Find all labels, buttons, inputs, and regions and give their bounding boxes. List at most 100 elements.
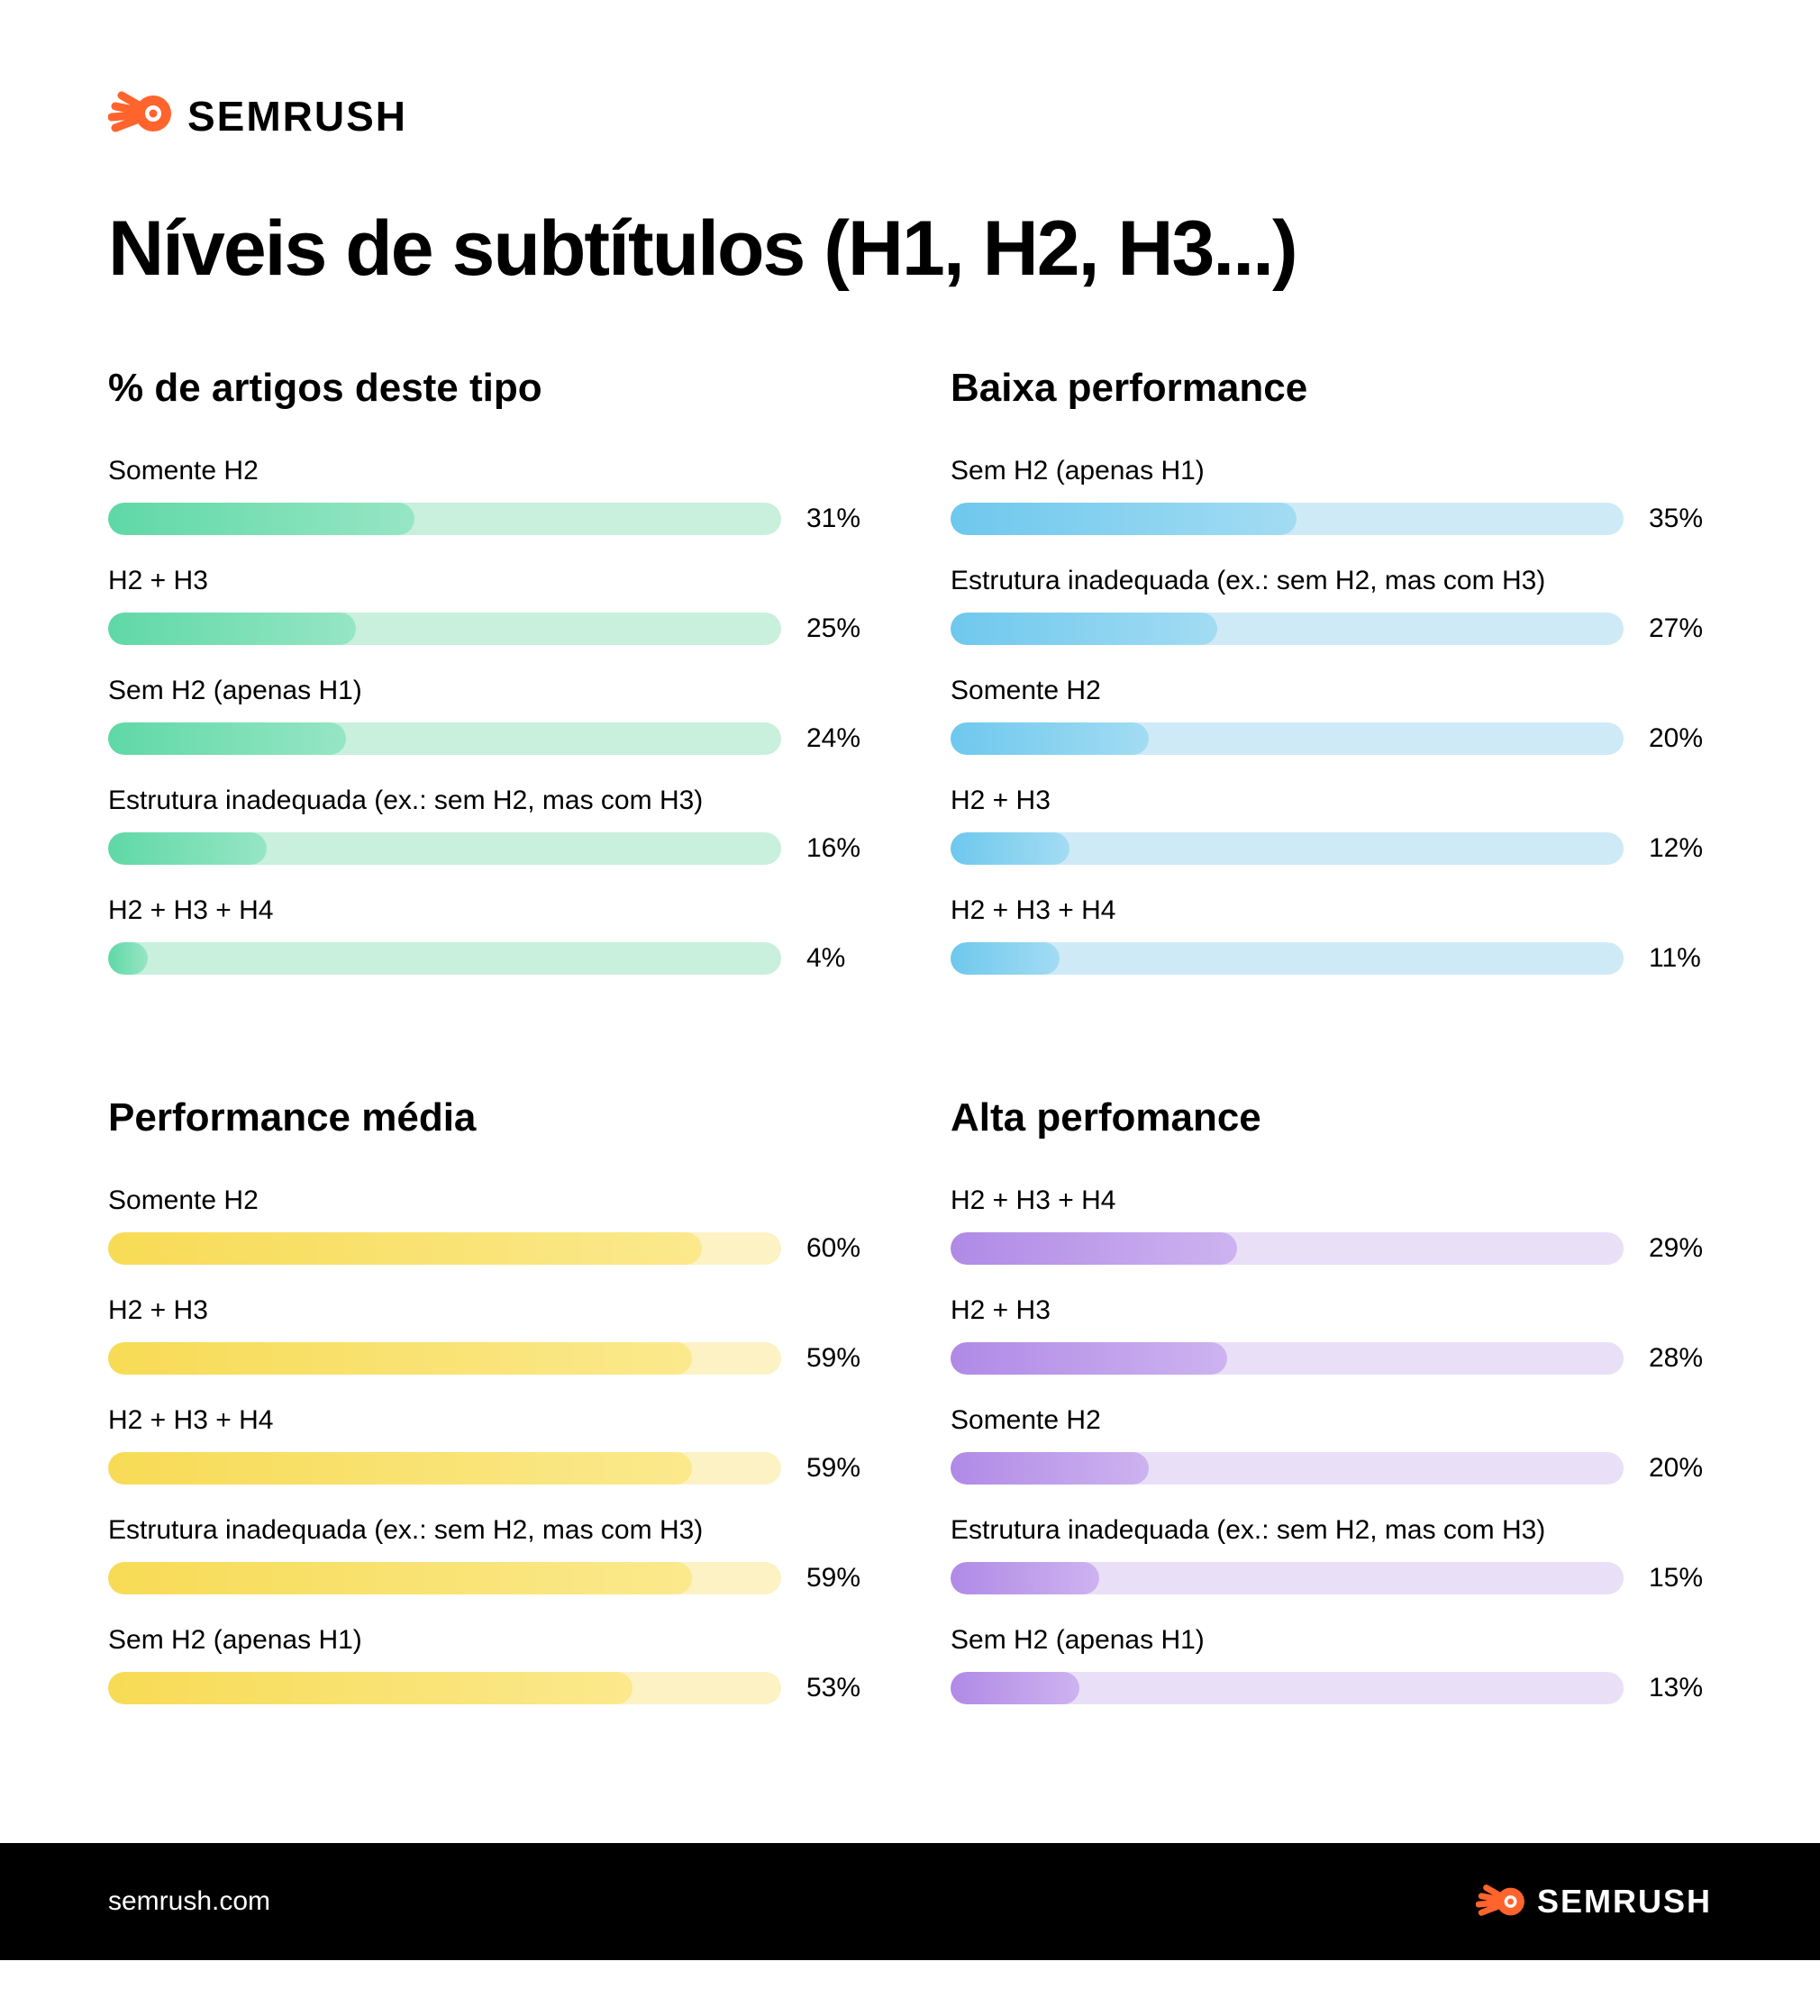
bar-fill: [108, 503, 414, 535]
bar-track: [951, 1562, 1624, 1594]
bar-label: Sem H2 (apenas H1): [108, 676, 869, 706]
bar-value: 4%: [806, 943, 869, 974]
bar-item: H2 + H3 + H429%: [951, 1185, 1712, 1265]
bar-item: Somente H260%: [108, 1185, 869, 1265]
chart-group: % de artigos deste tipoSomente H231%H2 +…: [108, 366, 869, 1005]
bar-label: H2 + H3: [108, 566, 869, 596]
bar-fill: [951, 1672, 1079, 1704]
bar-fill: [951, 832, 1069, 865]
bar-value: 11%: [1649, 943, 1712, 974]
bar-fill: [108, 1232, 702, 1265]
chart-group: Alta perfomance H2 + H3 + H429% H2 + H328%…: [951, 1095, 1712, 1735]
bar-label: Estrutura inadequada (ex.: sem H2, mas c…: [108, 1515, 869, 1546]
bar-track: [951, 1672, 1624, 1704]
chart-group: Baixa performanceSem H2 (apenas H1)35%Es…: [951, 366, 1712, 1005]
footer-brand-name: SEMRUSH: [1537, 1883, 1712, 1921]
bar-item: Somente H2 20%: [951, 676, 1712, 755]
bar-fill: [108, 722, 346, 755]
group-title: Performance média: [108, 1095, 869, 1140]
bar-value: 16%: [806, 833, 869, 864]
bar-track: [108, 832, 781, 865]
bar-track: [108, 722, 781, 755]
bar-row: 20%: [951, 722, 1712, 755]
bar-track: [951, 503, 1624, 535]
bar-label: Somente H2: [108, 456, 869, 486]
bar-row: 28%: [951, 1342, 1712, 1375]
bar-track: [951, 1452, 1624, 1485]
bar-label: Somente H2: [951, 676, 1712, 706]
bar-item: H2 + H3 12%: [951, 786, 1712, 865]
bar-value: 35%: [1649, 504, 1712, 534]
bar-track: [951, 832, 1624, 865]
bar-value: 13%: [1649, 1673, 1712, 1703]
bar-value: 12%: [1649, 833, 1712, 864]
bar-value: 20%: [1649, 1453, 1712, 1484]
bar-value: 29%: [1649, 1233, 1712, 1264]
chart-group: Performance média Somente H260% H2 + H3 59%…: [108, 1095, 869, 1735]
bar-track: [108, 1342, 781, 1375]
bar-item: Somente H220%: [951, 1405, 1712, 1485]
bar-value: 60%: [806, 1233, 869, 1264]
bar-value: 53%: [806, 1673, 869, 1703]
bar-label: H2 + H3 + H4: [108, 1405, 869, 1436]
bar-fill: [108, 1562, 692, 1594]
bar-row: 53%: [108, 1672, 869, 1704]
bar-track: [108, 503, 781, 535]
bar-fill: [951, 722, 1149, 755]
bar-item: H2 + H3 59%: [108, 1295, 869, 1375]
bar-label: H2 + H3 + H4: [951, 895, 1712, 926]
bar-track: [951, 613, 1624, 645]
bar-item: H2 + H3 + H4 59%: [108, 1405, 869, 1485]
brand-name: SEMRUSH: [187, 92, 407, 141]
bar-value: 59%: [806, 1343, 869, 1374]
bar-item: Estrutura inadequada (ex.: sem H2, mas c…: [951, 566, 1712, 645]
bar-value: 27%: [1649, 613, 1712, 644]
chart-grid: % de artigos deste tipoSomente H231%H2 +…: [108, 366, 1712, 1735]
bar-row: 59%: [108, 1452, 869, 1485]
bar-label: Estrutura inadequada (ex.: sem H2, mas c…: [951, 566, 1712, 596]
bar-track: [108, 1232, 781, 1265]
bar-fill: [951, 613, 1217, 645]
bar-value: 31%: [806, 504, 869, 534]
bar-fill: [108, 1452, 692, 1485]
bar-item: Sem H2 (apenas H1)53%: [108, 1625, 869, 1704]
page-title: Níveis de subtítulos (H1, H2, H3...): [108, 204, 1712, 294]
bar-row: 11%: [951, 942, 1712, 975]
bar-label: H2 + H3: [108, 1295, 869, 1326]
bar-row: 24%: [108, 722, 869, 755]
bar-fill: [951, 1452, 1149, 1485]
bar-fill: [951, 1342, 1227, 1375]
bar-row: 27%: [951, 613, 1712, 645]
bar-label: Estrutura inadequada (ex.: sem H2, mas c…: [951, 1515, 1712, 1546]
footer-url: semrush.com: [108, 1886, 270, 1917]
bar-value: 20%: [1649, 723, 1712, 754]
bar-row: 35%: [951, 503, 1712, 535]
bar-track: [108, 1452, 781, 1485]
bar-row: 59%: [108, 1342, 869, 1375]
bar-fill: [951, 503, 1297, 535]
bar-item: Estrutura inadequada (ex.: sem H2, mas c…: [951, 1515, 1712, 1594]
bar-item: Sem H2 (apenas H1) 24%: [108, 676, 869, 755]
footer-logo: SEMRUSH: [1476, 1883, 1712, 1921]
bar-track: [108, 613, 781, 645]
bar-item: Sem H2 (apenas H1)35%: [951, 456, 1712, 535]
bar-row: 29%: [951, 1232, 1712, 1265]
bar-label: H2 + H3 + H4: [108, 895, 869, 926]
bar-row: 4%: [108, 942, 869, 975]
bar-item: H2 + H3 + H4 4%: [108, 895, 869, 975]
bar-track: [108, 1562, 781, 1594]
bar-value: 28%: [1649, 1343, 1712, 1374]
bar-label: Estrutura inadequada (ex.: sem H2, mas c…: [108, 786, 869, 816]
bar-track: [951, 942, 1624, 975]
bar-item: H2 + H325%: [108, 566, 869, 645]
bar-row: 15%: [951, 1562, 1712, 1594]
bar-fill: [951, 942, 1060, 975]
bar-item: H2 + H328%: [951, 1295, 1712, 1375]
bar-label: H2 + H3: [951, 786, 1712, 816]
group-title: Alta perfomance: [951, 1095, 1712, 1140]
semrush-icon: [108, 90, 171, 141]
bar-row: 16%: [108, 832, 869, 865]
bar-row: 60%: [108, 1232, 869, 1265]
bar-item: Estrutura inadequada (ex.: sem H2, mas c…: [108, 786, 869, 865]
bar-row: 20%: [951, 1452, 1712, 1485]
